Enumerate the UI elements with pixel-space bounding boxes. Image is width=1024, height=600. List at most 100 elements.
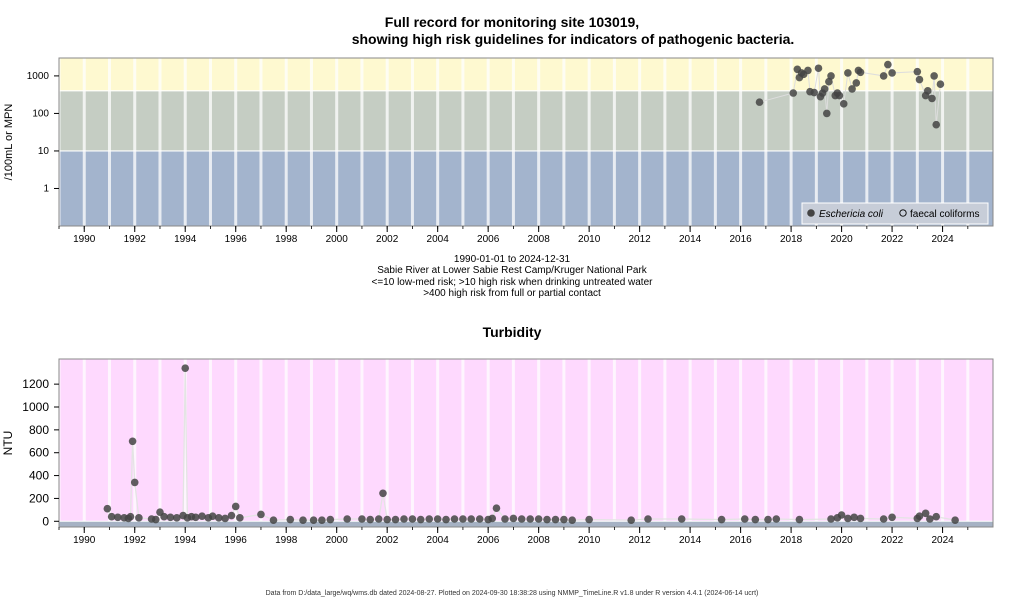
legend-ecoli-marker [807, 209, 815, 217]
turbidity-point [827, 515, 835, 523]
x-tick-label: 1990 [73, 234, 96, 245]
turbidity-point [772, 515, 781, 523]
turbidity-point [408, 515, 417, 523]
turbidity-point [299, 516, 307, 524]
y-tick-label: 1000 [27, 71, 50, 82]
x-tick-label: 2000 [326, 535, 349, 546]
y-tick-label: 600 [29, 446, 49, 460]
turbidity-point [366, 515, 375, 524]
y-tick-label: 1 [43, 183, 49, 194]
ecoli-point [936, 80, 945, 89]
turbidity-point [740, 515, 749, 523]
ecoli-point [888, 69, 896, 77]
turbidity-point [236, 514, 244, 522]
x-tick-label: 1996 [225, 535, 248, 546]
turbidity-point [837, 511, 846, 519]
turbidity-point [850, 513, 858, 522]
ecoli-point [825, 77, 833, 86]
y-axis-label: /100mL or MPN [3, 104, 15, 181]
turbidity-point [107, 512, 116, 521]
footer-note: Data from D:/data_large/wq/wms.db dated … [265, 590, 759, 597]
y-tick-label: 800 [29, 423, 49, 437]
turbidity-point [526, 515, 535, 523]
risk-band-2 [59, 58, 993, 91]
turbidity-point [166, 513, 175, 522]
turbidity-point [509, 514, 518, 523]
turbidity-point [172, 514, 181, 522]
turbidity-point [221, 514, 229, 523]
ecoli-point [930, 72, 938, 80]
x-tick-label: 2002 [376, 535, 399, 546]
x-tick-label: 1992 [124, 234, 147, 245]
x-tick-label: 2010 [578, 535, 601, 546]
x-tick-label: 2012 [629, 535, 652, 546]
plot-background [59, 359, 993, 527]
turbidity-point [442, 515, 450, 524]
y-tick-label: 0 [42, 514, 49, 528]
x-tick-label: 1994 [174, 234, 197, 245]
turbidity-point [501, 515, 509, 523]
y-tick-label: 1000 [22, 400, 49, 414]
turbidity-point [416, 515, 425, 524]
ecoli-point [879, 72, 888, 80]
turbidity-point [425, 515, 434, 523]
ecoli-point [915, 75, 924, 84]
turbidity-point [374, 515, 383, 523]
turbidity-point [488, 514, 497, 523]
x-tick-label: 2016 [729, 535, 752, 546]
x-tick-label: 2006 [477, 234, 500, 245]
y-tick-label: 200 [29, 491, 49, 505]
ecoli-point [913, 67, 922, 76]
turbidity-point [677, 515, 686, 523]
turbidity-point [269, 516, 278, 524]
turbidity-point [951, 516, 959, 524]
legend-faecal-label: faecal coliforms [910, 209, 979, 220]
ecoli-point [928, 94, 936, 103]
turbidity-point [160, 512, 168, 521]
ecoli-point [810, 88, 819, 97]
turbidity-point [450, 515, 459, 523]
turbidity-point [551, 515, 560, 524]
turbidity-point [764, 515, 772, 524]
turbidity-point [433, 515, 442, 523]
turbidity-point [391, 515, 400, 524]
x-tick-label: 2004 [427, 535, 450, 546]
turbidity-point [227, 511, 236, 520]
x-tick-label: 2022 [881, 234, 904, 245]
x-tick-label: 2016 [729, 234, 752, 245]
legend-box [801, 202, 989, 225]
turbidity-point [888, 513, 896, 522]
x-tick-label: 2002 [376, 234, 399, 245]
plot-frame [58, 358, 994, 528]
risk-guideline-1: <=10 low-med risk; >10 high risk when dr… [371, 277, 653, 288]
turbidity-point [126, 512, 135, 521]
y-tick-label: 1200 [22, 377, 49, 391]
x-tick-label: 2008 [528, 234, 551, 245]
turbidity-point [383, 515, 391, 524]
ecoli-point [814, 64, 823, 73]
turbidity-point [214, 514, 223, 522]
turbidity-point [856, 514, 865, 523]
ecoli-point [827, 72, 835, 80]
x-tick-label: 2012 [629, 234, 652, 245]
turbidity-point [517, 515, 526, 523]
turbidity-point [717, 515, 726, 524]
turbidity-title: Turbidity [482, 324, 542, 340]
ecoli-point [884, 60, 892, 69]
ecoli-point [932, 120, 941, 129]
turbidity-point [231, 502, 240, 511]
turbidity-point [475, 515, 484, 523]
x-tick-label: 2006 [477, 535, 500, 546]
turbidity-point [568, 516, 577, 524]
turbidity-point [795, 515, 804, 524]
turbidity-point [198, 512, 206, 520]
x-tick-label: 2024 [931, 234, 954, 245]
turbidity-point [915, 512, 924, 520]
ecoli-point [822, 109, 831, 118]
turbidity-point [286, 515, 295, 524]
turbidity-point [560, 515, 568, 524]
low-band [59, 521, 993, 527]
x-tick-label: 1992 [124, 535, 147, 546]
turbidity-point [751, 515, 760, 524]
ecoli-point [820, 85, 829, 93]
